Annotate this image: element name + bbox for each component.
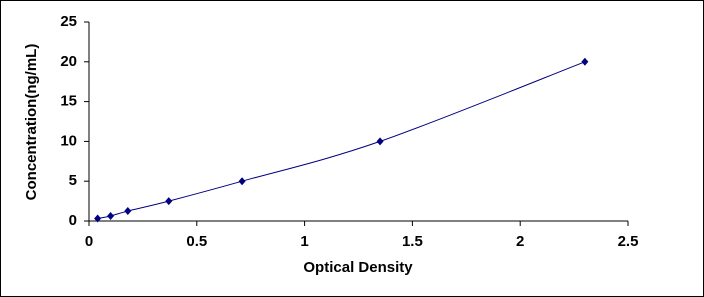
y-tick-label: 20: [60, 53, 77, 70]
x-tick-label: 1: [300, 233, 308, 250]
y-tick-label: 10: [60, 132, 77, 149]
x-tick-label: 0.5: [186, 233, 207, 250]
marker: [107, 211, 115, 220]
x-tick-label: 2: [516, 233, 524, 250]
marker: [238, 177, 246, 186]
y-tick-label: 0: [69, 212, 77, 229]
y-axis-label: Concentration(ng/mL): [23, 44, 40, 201]
x-axis-label: Optical Density: [303, 259, 413, 276]
y-tick-label: 15: [60, 93, 77, 110]
marker: [124, 207, 132, 216]
x-tick-label: 1.5: [402, 233, 423, 250]
x-tick-label: 0: [85, 233, 93, 250]
marker: [376, 137, 384, 146]
marker: [165, 197, 173, 206]
x-tick-label: 2.5: [618, 233, 639, 250]
marker: [581, 57, 589, 66]
y-tick-label: 25: [60, 13, 77, 30]
marker: [94, 214, 102, 223]
y-tick-label: 5: [69, 172, 77, 189]
